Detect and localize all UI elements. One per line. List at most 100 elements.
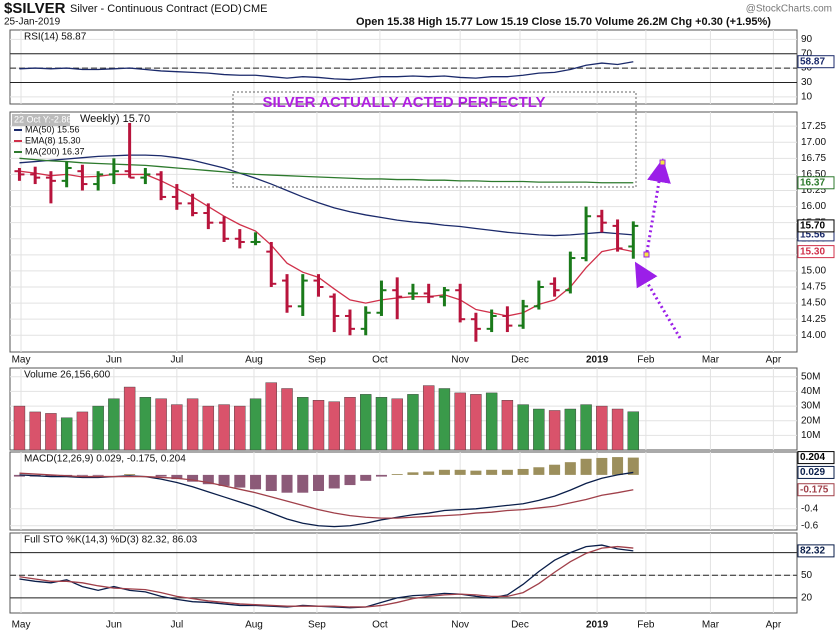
volume-bar: [328, 401, 340, 451]
arrow-up: [645, 158, 671, 253]
volume-bar: [13, 405, 26, 451]
panel-title: MACD(12,26,9) 0.029, -0.175, 0.204: [24, 454, 186, 465]
x-tick-label: May: [12, 355, 31, 366]
value-tag: [797, 245, 835, 259]
histogram-bar: [438, 469, 450, 475]
volume-bar: [234, 405, 246, 451]
histogram-bar: [470, 470, 482, 475]
volume-bar: [485, 392, 498, 451]
x-tick-label: Mar: [702, 620, 720, 631]
volume-bar: [438, 388, 451, 451]
y-tick-label: 16.50: [801, 169, 826, 180]
volume-bar: [281, 388, 293, 451]
volume-bar: [611, 408, 624, 451]
histogram-bar: [454, 469, 466, 475]
y-tick-label: 14.00: [801, 330, 826, 341]
histogram-bar: [375, 474, 387, 477]
histogram-bar: [407, 472, 419, 475]
volume-bar: [564, 408, 577, 451]
histogram-bar: [533, 467, 545, 475]
exchange: CME: [243, 3, 267, 15]
panel-frame: [9, 532, 798, 614]
value-tag: [797, 544, 835, 558]
x-tick-label: Aug: [245, 620, 263, 631]
histogram-bar: [281, 474, 293, 493]
y-tick-label: 16.00: [801, 201, 826, 212]
volume-bar: [29, 411, 41, 451]
histogram-bar: [549, 464, 561, 475]
panel-title: RSI(14) 58.87: [24, 32, 87, 43]
histogram-bar: [171, 474, 183, 480]
histogram-bar: [297, 474, 309, 493]
y-tick-label: -0.6: [801, 520, 819, 531]
volume-bar: [139, 397, 152, 451]
x-tick-label: Oct: [372, 620, 388, 631]
histogram-bar: [564, 462, 576, 475]
legend-label: MA(200) 16.37: [25, 146, 85, 156]
volume-bar: [171, 404, 183, 451]
marker: [643, 251, 650, 258]
y-tick-label: 10: [801, 91, 813, 102]
histogram-bar: [391, 474, 403, 475]
volume-bar: [517, 404, 529, 451]
value-tag: [797, 483, 835, 497]
volume-bar: [375, 397, 388, 451]
histogram-bar: [580, 458, 592, 475]
volume-bar: [501, 400, 514, 451]
cursor-label: 22 Oct Y:-2.86: [14, 114, 71, 124]
series-line: [19, 154, 634, 237]
value-tag-label: 15.70: [800, 221, 825, 232]
y-tick-label: 16.25: [801, 185, 826, 196]
volume-bar: [360, 394, 372, 451]
series-line: [19, 170, 634, 317]
histogram-bar: [76, 474, 88, 476]
volume-bar: [297, 397, 309, 451]
histogram-bar: [486, 469, 498, 475]
histogram-bar: [344, 474, 356, 486]
x-tick-label: Apr: [766, 355, 782, 366]
x-tick-label: Feb: [637, 355, 655, 366]
value-tag: [797, 465, 835, 479]
x-tick-label: Aug: [245, 355, 263, 366]
x-tick-label: Dec: [511, 355, 529, 366]
volume-bar: [265, 382, 277, 451]
y-tick-label: 14.25: [801, 314, 826, 325]
volume-bar: [249, 398, 262, 451]
histogram-bar: [218, 474, 230, 486]
volume-bar: [123, 386, 136, 451]
volume-bar: [218, 404, 230, 451]
legend-label: EMA(8) 15.30: [25, 135, 81, 145]
y-tick-label: 30: [801, 77, 813, 88]
y-tick-label: 50: [801, 570, 813, 581]
histogram-bar: [328, 474, 340, 489]
histogram-bar: [13, 474, 25, 477]
value-tag-label: 58.87: [800, 56, 825, 67]
histogram-bar: [234, 474, 246, 488]
x-tick-label: Feb: [637, 620, 655, 631]
histogram-bar: [501, 469, 513, 475]
volume-bar: [344, 397, 356, 451]
volume-bar: [92, 405, 104, 451]
value-tag: [797, 451, 835, 465]
panel-title: Volume 26,156,600: [24, 370, 111, 381]
histogram-bar: [627, 457, 639, 475]
volume-bar: [422, 385, 435, 451]
volume-bar: [108, 398, 120, 451]
series-line: [19, 157, 634, 184]
volume-bar: [202, 405, 215, 451]
y-tick-label: -0.4: [801, 503, 819, 514]
value-tag: [797, 219, 835, 233]
y-tick-label: 50: [801, 63, 813, 74]
y-tick-label: 30M: [801, 401, 820, 412]
x-tick-label: Nov: [451, 620, 469, 631]
panel-frame: [9, 29, 798, 105]
volume-bar: [627, 411, 640, 451]
histogram-bar: [45, 474, 57, 477]
value-tag-label: -0.175: [800, 484, 829, 495]
marker: [659, 159, 666, 166]
x-tick-label: Jul: [170, 620, 183, 631]
annotation-box: [232, 91, 637, 188]
histogram-bar: [155, 474, 167, 477]
series-line: [19, 472, 634, 519]
cursor-box: [12, 114, 70, 126]
